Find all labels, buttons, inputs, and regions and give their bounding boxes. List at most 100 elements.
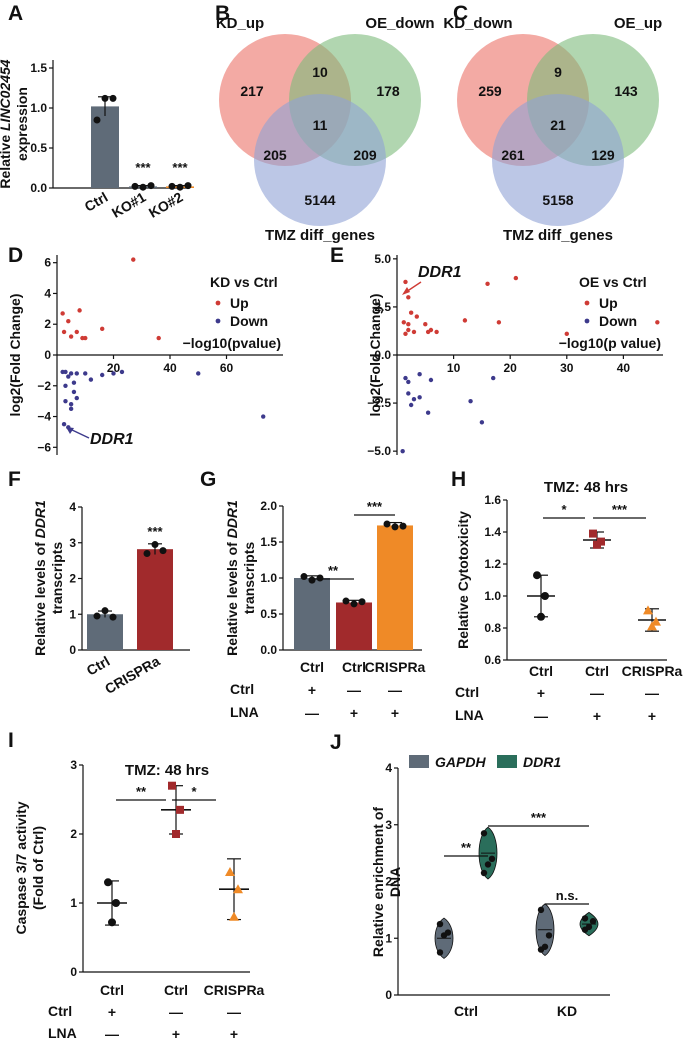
data-point-f [151, 541, 159, 549]
data-point-j [484, 861, 492, 868]
data-point-down-e [479, 420, 485, 425]
data-point-down-d [63, 383, 68, 388]
condition-row-label-g: Ctrl [230, 681, 254, 697]
data-point-down-d [261, 414, 266, 419]
data-point-up-d [77, 308, 82, 313]
data-point-h [541, 592, 549, 600]
panel-letter-b: B [215, 2, 230, 25]
venn-set-label-b: OE_down [365, 15, 434, 32]
data-point-a [109, 94, 117, 102]
data-point-i [229, 911, 239, 921]
y-axis-label-d: log2(Fold Change) [7, 294, 23, 417]
legend-label-gapdh: GAPDH [435, 754, 486, 770]
panel-letter-d: D [8, 244, 23, 267]
data-point-a [139, 183, 147, 191]
data-point-i [108, 918, 116, 927]
data-point-up-e [406, 322, 411, 327]
y-tick-label-d: 2 [44, 317, 51, 331]
venn-count-b: 5144 [304, 192, 335, 208]
y-tick-label-a: 0.5 [30, 141, 47, 155]
y-tick-label-f: 2 [69, 572, 76, 586]
data-point-down-d [74, 395, 79, 401]
data-point-g [399, 522, 407, 530]
y-tick-label-j: 0 [385, 988, 392, 1002]
condition-mark-g: + [350, 705, 358, 721]
annotation-arrowhead-d [66, 427, 74, 434]
data-point-i [176, 805, 184, 814]
y-axis-label-f: Relative levels of DDR1 [32, 500, 48, 656]
data-point-up-e [406, 295, 411, 300]
data-point-up-d [61, 329, 67, 335]
x-tick-label-a: KO#1 [109, 189, 149, 221]
data-point-down-e [411, 397, 417, 402]
panel-letter-c: C [453, 2, 468, 25]
y-tick-label-e: 0.0 [374, 348, 391, 362]
data-point-h [643, 605, 653, 615]
data-point-h [537, 612, 545, 621]
y-tick-label-j: 3 [385, 818, 392, 832]
venn-count-c: 129 [591, 147, 615, 163]
data-point-f [143, 549, 151, 557]
condition-mark-h: + [537, 685, 545, 701]
significance-label-i: ** [136, 784, 147, 799]
data-point-up-d [83, 335, 88, 341]
significance-label-g: *** [367, 499, 383, 514]
condition-mark-i: + [230, 1026, 238, 1042]
y-tick-label-h: 0.8 [484, 621, 501, 635]
y-tick-label-g: 0.5 [260, 607, 277, 621]
legend-label-ddr1: DDR1 [523, 754, 561, 770]
data-point-f [109, 613, 117, 621]
data-point-down-e [406, 379, 411, 385]
x-tick-label-e: 10 [447, 361, 461, 375]
data-point-up-e [411, 329, 417, 335]
x-tick-label-d: 20 [107, 361, 121, 375]
data-point-a [131, 182, 139, 190]
significance-label-i: * [191, 784, 197, 799]
condition-mark-g: + [391, 705, 399, 721]
y-axis-label-i: Caspase 3/7 activity [13, 801, 29, 934]
venn-count-b: 209 [353, 147, 377, 163]
x-tick-label-i: Ctrl [164, 982, 188, 998]
data-point-up-d [60, 311, 65, 316]
data-point-j [589, 918, 597, 925]
data-point-j [480, 830, 488, 837]
y-tick-label-d: −2 [37, 379, 51, 393]
y-tick-label-h: 1.2 [484, 557, 501, 571]
data-point-g [342, 597, 350, 605]
data-point-up-d [74, 329, 79, 335]
data-point-up-e [513, 275, 519, 281]
y-axis-label-g: Relative levels of DDR1 [224, 500, 240, 656]
x-tick-label-e: 30 [560, 361, 574, 375]
legend-marker-up-d [215, 300, 221, 306]
data-point-a [168, 182, 176, 190]
data-point-down-d [61, 422, 67, 427]
venn-count-c: 5158 [542, 192, 573, 208]
legend-label-up-d: Up [230, 295, 249, 311]
condition-mark-g: + [308, 682, 316, 698]
venn-count-b: 178 [376, 83, 400, 99]
data-point-h [651, 616, 661, 626]
condition-row-label-h: Ctrl [455, 684, 479, 700]
y-tick-label-i: 3 [70, 758, 77, 772]
y-axis-label-a: Relative LINC02454 [0, 59, 13, 188]
chart-title-h: TMZ: 48 hrs [544, 479, 628, 496]
data-point-down-e [408, 402, 414, 408]
data-point-h [597, 537, 605, 546]
y-tick-label-h: 1.6 [484, 493, 501, 507]
y-tick-label-e: 2.5 [374, 300, 391, 314]
data-point-down-e [400, 448, 405, 454]
data-point-down-d [68, 402, 74, 407]
y-tick-label-d: −4 [37, 410, 51, 424]
y-axis-label-g: transcripts [241, 542, 257, 615]
data-point-down-d [68, 406, 74, 412]
data-point-h [589, 529, 597, 538]
venn-set-label-b: TMZ diff_genes [265, 227, 375, 244]
data-point-down-e [417, 372, 422, 377]
x-axis-label-d: −log10(pvalue) [183, 335, 281, 351]
x-tick-label-g: CRISPRa [365, 659, 426, 675]
y-axis-label-h: Relative Cytotoxicity [455, 511, 471, 649]
condition-mark-i: — [169, 1004, 183, 1020]
data-point-down-e [428, 377, 434, 383]
x-tick-label-j: KD [557, 1003, 577, 1019]
data-point-up-d [156, 335, 161, 341]
